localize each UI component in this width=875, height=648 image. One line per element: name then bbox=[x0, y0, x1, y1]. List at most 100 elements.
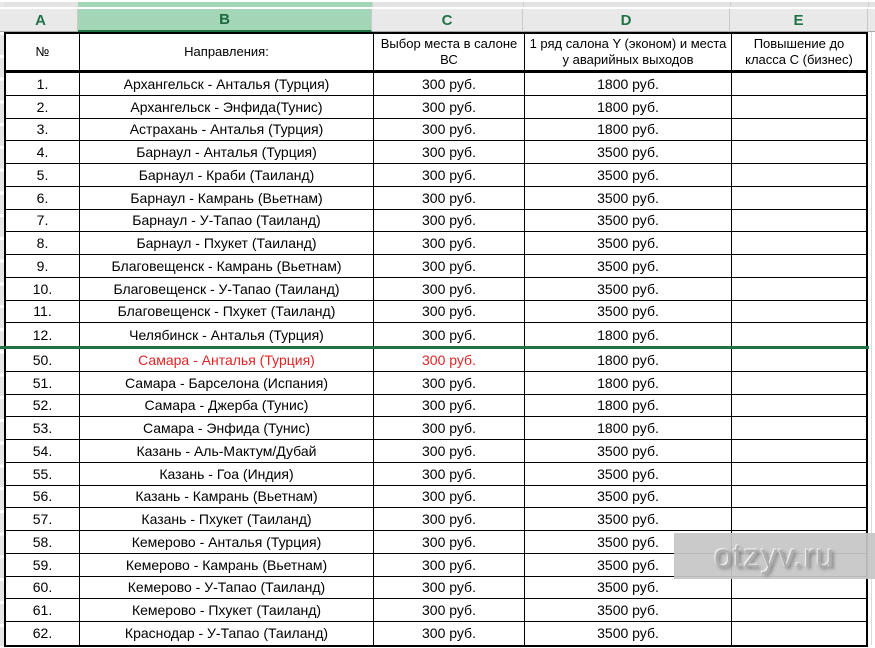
cell-upgrade-price[interactable] bbox=[732, 301, 866, 323]
cell-number[interactable]: 6. bbox=[6, 186, 80, 209]
cell-number[interactable]: 62. bbox=[6, 622, 80, 645]
cell-number[interactable]: 58. bbox=[6, 531, 80, 553]
cell-route[interactable]: Барнаул - Пхукет (Таиланд) bbox=[80, 232, 374, 254]
column-header-a[interactable]: A bbox=[4, 9, 78, 32]
cell-row1-price[interactable]: 3500 руб. bbox=[525, 485, 732, 508]
cell-upgrade-price[interactable] bbox=[732, 141, 866, 163]
cell-upgrade-price[interactable] bbox=[732, 119, 866, 141]
cell-row1-price[interactable]: 3500 руб. bbox=[525, 508, 732, 530]
cell-route[interactable]: Благовещенск - Пхукет (Таиланд) bbox=[80, 300, 374, 323]
cell-number[interactable]: 9. bbox=[6, 255, 80, 277]
cell-seat-price[interactable]: 300 руб. bbox=[374, 371, 525, 394]
cell-row1-price[interactable]: 3500 руб. bbox=[525, 599, 732, 621]
cell-number[interactable]: 8. bbox=[6, 232, 80, 254]
cell-row1-price[interactable]: 1800 руб. bbox=[525, 349, 732, 371]
cell-number[interactable]: 2. bbox=[6, 95, 80, 118]
cell-upgrade-price[interactable] bbox=[732, 577, 866, 599]
cell-row1-price[interactable]: 1800 руб. bbox=[525, 417, 732, 439]
cell-number[interactable]: 54. bbox=[6, 440, 80, 462]
cell-row1-price[interactable]: 1800 руб. bbox=[525, 371, 732, 394]
cell-number[interactable]: 5. bbox=[6, 164, 80, 186]
cell-seat-price[interactable]: 300 руб. bbox=[374, 599, 525, 621]
cell-upgrade-price[interactable] bbox=[732, 210, 866, 232]
cell-seat-price[interactable]: 300 руб. bbox=[374, 209, 525, 232]
cell-route[interactable]: Казань - Пхукет (Таиланд) bbox=[80, 508, 374, 530]
cell-route[interactable]: Кемерово - Анталья (Турция) bbox=[80, 531, 374, 553]
cell-row1-price[interactable]: 3500 руб. bbox=[525, 209, 732, 232]
cell-route[interactable]: Барнаул - У-Тапао (Таиланд) bbox=[80, 209, 374, 232]
cell-row1-price[interactable]: 1800 руб. bbox=[525, 394, 732, 417]
cell-route[interactable]: Кемерово - Камрань (Вьетнам) bbox=[80, 553, 374, 576]
cell-route[interactable]: Кемерово - Пхукет (Таиланд) bbox=[80, 599, 374, 621]
column-header-b-selected[interactable]: B bbox=[78, 9, 372, 32]
cell-upgrade-price[interactable] bbox=[732, 508, 866, 530]
cell-seat-price[interactable]: 300 руб. bbox=[374, 440, 525, 462]
cell-seat-price[interactable]: 300 руб. bbox=[374, 73, 525, 95]
cell-upgrade-price[interactable] bbox=[732, 395, 866, 417]
cell-upgrade-price[interactable] bbox=[732, 486, 866, 508]
cell-upgrade-price[interactable] bbox=[732, 323, 866, 346]
cell-upgrade-price[interactable] bbox=[732, 164, 866, 186]
cell-number[interactable]: 51. bbox=[6, 371, 80, 394]
header-upgrade[interactable]: Повышение до класса С (бизнес) bbox=[745, 36, 853, 67]
cell-route[interactable]: Барнаул - Краби (Таиланд) bbox=[80, 164, 374, 186]
cell-route[interactable]: Челябинск - Анталья (Турция) bbox=[80, 323, 374, 346]
cell-upgrade-price[interactable] bbox=[732, 96, 866, 118]
cell-number[interactable]: 52. bbox=[6, 394, 80, 417]
cell-route[interactable]: Самара - Энфида (Тунис) bbox=[80, 417, 374, 439]
cell-seat-price[interactable]: 300 руб. bbox=[374, 95, 525, 118]
cell-number[interactable]: 60. bbox=[6, 576, 80, 599]
cell-number[interactable]: 59. bbox=[6, 553, 80, 576]
cell-row1-price[interactable]: 3500 руб. bbox=[525, 277, 732, 300]
cell-route[interactable]: Благовещенск - У-Тапао (Таиланд) bbox=[80, 277, 374, 300]
cell-row1-price[interactable]: 3500 руб. bbox=[525, 300, 732, 323]
cell-seat-price[interactable]: 300 руб. bbox=[374, 277, 525, 300]
cell-row1-price[interactable]: 3500 руб. bbox=[525, 186, 732, 209]
cell-number[interactable]: 11. bbox=[6, 300, 80, 323]
cell-route[interactable]: Архангельск - Энфида(Тунис) bbox=[80, 95, 374, 118]
cell-row1-price[interactable]: 3500 руб. bbox=[525, 164, 732, 186]
cell-route[interactable]: Самара - Барселона (Испания) bbox=[80, 371, 374, 394]
cell-seat-price[interactable]: 300 руб. bbox=[374, 576, 525, 599]
cell-upgrade-price[interactable] bbox=[732, 349, 866, 371]
cell-route[interactable]: Барнаул - Анталья (Турция) bbox=[80, 141, 374, 163]
cell-number[interactable]: 56. bbox=[6, 485, 80, 508]
cell-seat-price[interactable]: 300 руб. bbox=[374, 300, 525, 323]
cell-seat-price[interactable]: 300 руб. bbox=[374, 417, 525, 439]
cell-number[interactable]: 12. bbox=[6, 323, 80, 346]
cell-route[interactable]: Архангельск - Анталья (Турция) bbox=[80, 73, 374, 95]
cell-route[interactable]: Астрахань - Анталья (Турция) bbox=[80, 118, 374, 141]
cell-seat-price[interactable]: 300 руб. bbox=[374, 141, 525, 163]
cell-row1-price[interactable]: 3500 руб. bbox=[525, 255, 732, 277]
cell-route[interactable]: Казань - Гоа (Индия) bbox=[80, 462, 374, 485]
cell-number[interactable]: 50. bbox=[6, 349, 80, 371]
cell-upgrade-price[interactable] bbox=[732, 187, 866, 209]
cell-row1-price[interactable]: 1800 руб. bbox=[525, 118, 732, 141]
cell-seat-price[interactable]: 300 руб. bbox=[374, 323, 525, 346]
cell-number[interactable]: 7. bbox=[6, 209, 80, 232]
cell-number[interactable]: 55. bbox=[6, 462, 80, 485]
cell-row1-price[interactable]: 3500 руб. bbox=[525, 440, 732, 462]
cell-number[interactable]: 53. bbox=[6, 417, 80, 439]
cell-row1-price[interactable]: 3500 руб. bbox=[525, 576, 732, 599]
cell-upgrade-price[interactable] bbox=[732, 440, 866, 462]
cell-number[interactable]: 10. bbox=[6, 277, 80, 300]
cell-upgrade-price[interactable] bbox=[732, 463, 866, 485]
cell-route[interactable]: Самара - Анталья (Турция) bbox=[80, 349, 374, 371]
column-header-e[interactable]: E bbox=[730, 9, 868, 32]
cell-seat-price[interactable]: 300 руб. bbox=[374, 118, 525, 141]
cell-route[interactable]: Благовещенск - Камрань (Вьетнам) bbox=[80, 255, 374, 277]
header-seat-choice[interactable]: Выбор места в салоне ВС bbox=[374, 34, 525, 70]
cell-upgrade-price[interactable] bbox=[732, 372, 866, 394]
column-header-d[interactable]: D bbox=[523, 9, 730, 32]
cell-route[interactable]: Самара - Джерба (Тунис) bbox=[80, 394, 374, 417]
cell-seat-price[interactable]: 300 руб. bbox=[374, 164, 525, 186]
cell-route[interactable]: Казань - Аль-Мактум/Дубай bbox=[80, 440, 374, 462]
cell-seat-price[interactable]: 300 руб. bbox=[374, 622, 525, 645]
cell-number[interactable]: 4. bbox=[6, 141, 80, 163]
cell-number[interactable]: 3. bbox=[6, 118, 80, 141]
cell-seat-price[interactable]: 300 руб. bbox=[374, 485, 525, 508]
cell-seat-price[interactable]: 300 руб. bbox=[374, 232, 525, 254]
cell-upgrade-price[interactable] bbox=[732, 599, 866, 621]
cell-seat-price[interactable]: 300 руб. bbox=[374, 531, 525, 553]
